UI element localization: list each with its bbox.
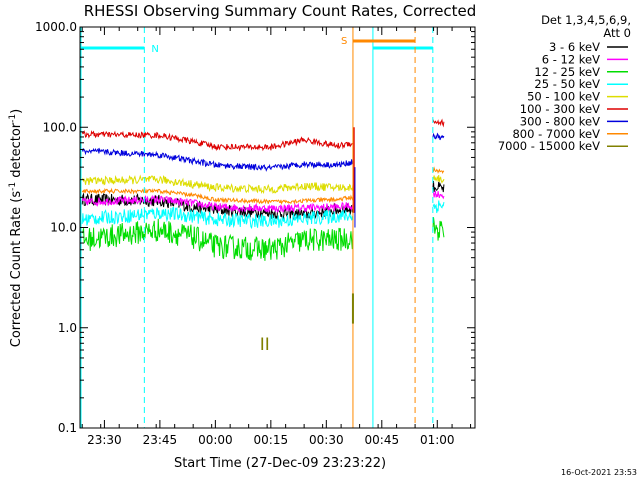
flag-label: II [260, 335, 270, 355]
y-tick-label: 1000.0 [35, 20, 77, 34]
x-tick-label: 00:45 [365, 433, 400, 447]
y-tick-label: 1.0 [58, 321, 77, 335]
series-line [81, 218, 354, 261]
night-label: N [151, 44, 158, 55]
legend-label: 800 - 7000 keV [512, 127, 600, 141]
x-tick-label: 00:00 [198, 433, 233, 447]
series-line [432, 174, 445, 184]
series-line [432, 190, 445, 200]
legend-label: 100 - 300 keV [520, 102, 600, 116]
series-line [432, 180, 445, 193]
legend-label: 7000 - 15000 keV [498, 139, 600, 153]
legend-label: 12 - 25 keV [534, 65, 600, 79]
series-line [81, 147, 354, 172]
legend-label: 50 - 100 keV [527, 90, 600, 104]
x-axis: 23:30 23:45 00:00 00:15 00:30 00:45 01:00 [81, 27, 472, 447]
y-axis: 0.1 1.0 10.0 100.0 1000.0 [35, 20, 475, 435]
legend-header-line-1: Det 1,3,4,5,6,9, [541, 13, 631, 27]
timestamp: 16-Oct-2021 23:53 [561, 468, 637, 477]
x-tick-label: 01:00 [420, 433, 455, 447]
y-tick-label: 100.0 [43, 120, 77, 134]
annotation-layer [80, 27, 434, 428]
x-tick-label: 00:30 [309, 433, 344, 447]
series-line [81, 194, 354, 214]
series-line [432, 166, 445, 175]
x-tick-label: 23:30 [87, 433, 122, 447]
legend-label: 25 - 50 keV [534, 77, 600, 91]
saa-label: S [341, 36, 347, 47]
y-axis-label: Corrected Count Rate (s-1 detector-1) [8, 109, 24, 347]
series-layer [81, 118, 445, 261]
x-tick-label: 00:15 [254, 433, 289, 447]
legend-label: 300 - 800 keV [520, 114, 600, 128]
chart-title: RHESSI Observing Summary Count Rates, Co… [84, 2, 477, 20]
series-line [432, 132, 445, 141]
series-line [81, 187, 354, 206]
legend-label: 3 - 6 keV [549, 40, 600, 54]
series-line [81, 206, 354, 230]
series-line [81, 129, 354, 152]
series-line [432, 217, 445, 241]
legend-header-line-2: Att 0 [603, 26, 631, 40]
y-tick-label: 0.1 [58, 421, 77, 435]
x-tick-label: 23:45 [143, 433, 178, 447]
legend-label: 6 - 12 keV [542, 52, 600, 66]
series-line [432, 118, 445, 128]
y-tick-label: 10.0 [50, 221, 77, 235]
series-line [432, 200, 445, 214]
x-axis-label: Start Time (27-Dec-09 23:23:22) [174, 456, 386, 471]
series-line [81, 174, 354, 195]
